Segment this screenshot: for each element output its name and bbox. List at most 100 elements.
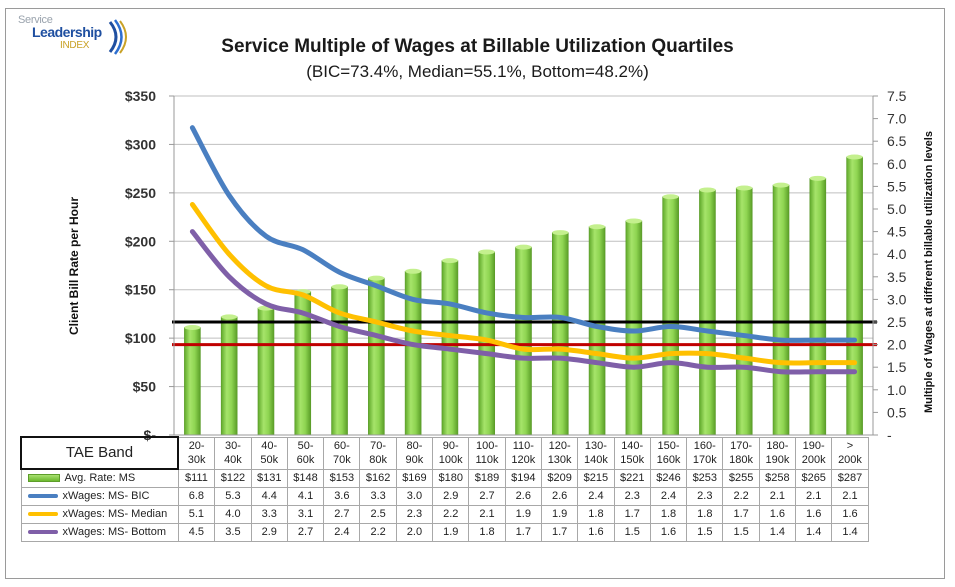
legend-entry: xWages: MS- BIC <box>20 487 179 506</box>
table-cell: $209 <box>540 468 579 488</box>
table-cell: 2.7 <box>468 487 506 506</box>
legend-swatch-line-icon <box>27 530 58 535</box>
y-tick-label: $200 <box>125 233 156 249</box>
bar <box>515 246 532 436</box>
category-label: 120- 130k <box>540 436 579 470</box>
logo-text-leadership: Leadership <box>32 24 102 40</box>
table-cell: 3.3 <box>359 487 397 506</box>
table-cell: 3.0 <box>395 487 434 506</box>
legend-swatch-line-icon <box>27 494 58 499</box>
category-label: 40- 50k <box>250 436 288 470</box>
table-cell: 5.3 <box>214 487 252 506</box>
bar <box>257 307 275 436</box>
y2-tick-label: 1.0 <box>887 382 907 398</box>
table-cell: 2.2 <box>432 505 470 524</box>
table-cell: 2.3 <box>613 487 651 506</box>
axes: $-$50$100$150$200$250$300$350-0.51.01.52… <box>125 88 907 443</box>
bar <box>772 184 790 436</box>
y2-tick-label: 7.0 <box>887 111 907 127</box>
bar <box>662 196 679 436</box>
y2-tick-label: 0.5 <box>887 404 907 420</box>
legend-label: xWages: MS- Bottom <box>62 526 167 538</box>
line-bic <box>189 125 858 343</box>
legend-label: xWages: MS- Median <box>62 508 168 520</box>
table-cell: 2.2 <box>359 523 397 542</box>
table-cell: 1.4 <box>795 523 833 542</box>
bar-cap <box>736 185 753 191</box>
y-axis-title: Client Bill Rate per Hour <box>67 197 81 335</box>
table-cell: 1.8 <box>686 505 724 524</box>
legend-entry: xWages: MS- Median <box>20 505 179 524</box>
logo-swoosh-icon <box>108 19 127 55</box>
logo-text-index: INDEX <box>60 40 90 51</box>
table-cell: 1.7 <box>613 505 651 524</box>
table-cell: 1.6 <box>577 523 615 542</box>
table-cell: $162 <box>359 468 397 488</box>
bar-cap <box>478 249 495 255</box>
table-cell: $246 <box>649 468 688 488</box>
table-cell: 4.5 <box>177 523 216 542</box>
bar-cap <box>699 187 716 193</box>
bar <box>735 187 753 436</box>
bar <box>625 220 643 436</box>
legend-swatch-bar-icon <box>27 474 60 483</box>
y2-tick-label: 2.0 <box>887 337 907 353</box>
table-cell: $122 <box>214 468 252 488</box>
y2-tick-label: - <box>887 427 892 443</box>
table-cell: $215 <box>577 468 615 488</box>
table-cell: 1.4 <box>758 523 797 542</box>
table-cell: 2.2 <box>722 487 760 506</box>
bar-cap <box>405 268 422 274</box>
y2-tick-label: 7.5 <box>887 88 907 104</box>
category-label: >200k <box>831 436 869 470</box>
legend-label: xWages: MS- BIC <box>62 490 150 502</box>
table-cell: 2.1 <box>758 487 797 506</box>
table-row: Avg. Rate: MS $111 $122 $131 $148 $153 $162 $16… <box>20 468 869 488</box>
table-cell: $221 <box>613 468 651 488</box>
bar-cap <box>221 314 238 320</box>
y2-tick-label: 5.5 <box>887 178 907 194</box>
category-label: 150- 160k <box>649 436 688 470</box>
legend-entry: Avg. Rate: MS <box>20 468 179 488</box>
table-cell: 2.3 <box>395 505 434 524</box>
bar-cap <box>184 324 201 330</box>
table-row: xWages: MS- Bottom 4.5 3.5 2.9 2.7 2.4 2.2 2.0 1… <box>20 523 869 542</box>
category-label: 60- 70k <box>323 436 361 470</box>
table-cell: $258 <box>758 468 797 488</box>
category-label: 170- 180k <box>722 436 760 470</box>
y-tick-label: $350 <box>125 88 156 104</box>
bar-cap <box>625 218 642 224</box>
category-label: 140- 150k <box>613 436 651 470</box>
table-cell: 1.8 <box>649 505 688 524</box>
table-cell: 1.4 <box>831 523 869 542</box>
table-cell: 2.4 <box>323 523 361 542</box>
y2-tick-label: 1.5 <box>887 359 907 375</box>
bar <box>699 189 716 436</box>
table-cell: 2.4 <box>577 487 615 506</box>
table-cell: 1.9 <box>504 505 542 524</box>
category-label: 160- 170k <box>686 436 724 470</box>
table-cell: $253 <box>686 468 724 488</box>
y2-tick-label: 4.0 <box>887 246 907 262</box>
table-cell: 2.0 <box>395 523 434 542</box>
bar <box>809 178 827 436</box>
table-cell: $111 <box>177 468 216 488</box>
category-label: 20- 30k <box>177 436 216 470</box>
bar-series-avg-rate <box>184 154 863 436</box>
y2-tick-label: 5.0 <box>887 201 907 217</box>
y2-axis-title: Multiple of Wages at different billable … <box>923 131 935 413</box>
table-cell: 1.7 <box>504 523 542 542</box>
table-header-row: TAE Band 20- 30k 30- 40k 40- 50k 50- 60k 60- 70k 70… <box>20 436 869 470</box>
category-label: 50- 60k <box>286 436 325 470</box>
table-cell: $189 <box>468 468 506 488</box>
y2-tick-label: 6.0 <box>887 156 907 172</box>
table-cell: 2.9 <box>432 487 470 506</box>
table-cell: 5.1 <box>177 505 216 524</box>
data-table: TAE Band 20- 30k 30- 40k 40- 50k 50- 60k 60- 70k 70… <box>20 436 869 542</box>
bar-cap <box>589 224 606 230</box>
category-label: 110- 120k <box>504 436 542 470</box>
service-leadership-logo: Service Leadership INDEX <box>18 14 128 56</box>
table-cell: 2.1 <box>795 487 833 506</box>
category-label: 180- 190k <box>758 436 797 470</box>
